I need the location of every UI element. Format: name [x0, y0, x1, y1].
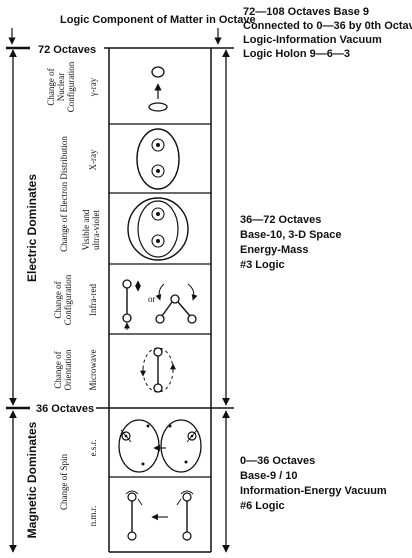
band-label: Infra-red	[88, 284, 98, 316]
marker-36-octaves: 36 Octaves	[36, 403, 94, 415]
note-line: Connected to 0—36 by 0th Octave	[243, 20, 412, 32]
range-line: 0—36 Octaves	[240, 455, 315, 467]
change-label: Change of	[46, 68, 56, 105]
upper-range-text: 36—72 Octaves Base-10, 3-D Space Energy-…	[240, 214, 342, 271]
header-right-note: 72—108 Octaves Base 9 Connected to 0—36 …	[243, 6, 412, 60]
band-label: n.m.r.	[88, 506, 98, 527]
diagram-title: Logic Component of Matter in Octave	[60, 14, 256, 26]
band-label: γ-ray	[88, 77, 98, 97]
change-labels: Change of Nuclear Configuration Change o…	[46, 61, 76, 510]
marker-72-octaves: 72 Octaves	[38, 44, 96, 56]
nucleus-illustration	[148, 66, 168, 112]
change-label: Configuration	[66, 61, 76, 112]
magnetic-dominates-label: Magnetic Dominates	[25, 421, 39, 538]
range-line: Energy-Mass	[240, 244, 308, 256]
band-label: ultra-violet	[91, 210, 101, 250]
range-line: Information-Energy Vacuum	[240, 485, 387, 497]
note-line: Logic Holon 9—6—3	[243, 48, 350, 60]
change-label: Change of Electron Distribution	[59, 136, 69, 252]
range-line: #3 Logic	[240, 259, 285, 271]
range-line: #6 Logic	[240, 500, 285, 512]
electric-dominates-label: Electric Dominates	[25, 174, 39, 282]
change-label: Change of Spin	[59, 454, 69, 510]
change-label: Nuclear	[56, 73, 66, 101]
band-label: Visible and	[81, 209, 91, 250]
change-label: Change of	[53, 281, 63, 318]
spectrum-column	[108, 48, 212, 553]
vibration-illustration: or	[122, 279, 198, 330]
band-label: Microwave	[88, 350, 98, 391]
electron-spin-illustration	[118, 419, 202, 473]
range-line: 36—72 Octaves	[240, 214, 321, 226]
rotation-illustration	[140, 347, 176, 393]
change-label: Change of	[53, 351, 63, 388]
note-line: Logic-Information Vacuum	[243, 34, 382, 46]
range-line: Base-9 / 10	[240, 470, 297, 482]
band-label: e.s.r.	[88, 440, 98, 457]
range-line: Base-10, 3-D Space	[240, 229, 342, 241]
nuclear-spin-illustration	[125, 490, 194, 541]
electron-shell-illustration	[136, 128, 180, 190]
lower-range-text: 0—36 Octaves Base-9 / 10 Information-Ene…	[240, 455, 387, 512]
band-label: X-ray	[88, 149, 98, 170]
excited-shell-illustration	[127, 197, 189, 261]
change-label: Orientation	[63, 349, 73, 390]
or-label: or	[148, 294, 156, 304]
band-labels: γ-ray X-ray Visible and ultra-violet Inf…	[81, 77, 101, 526]
change-label: Configuration	[63, 274, 73, 325]
note-line: 72—108 Octaves Base 9	[243, 6, 369, 18]
